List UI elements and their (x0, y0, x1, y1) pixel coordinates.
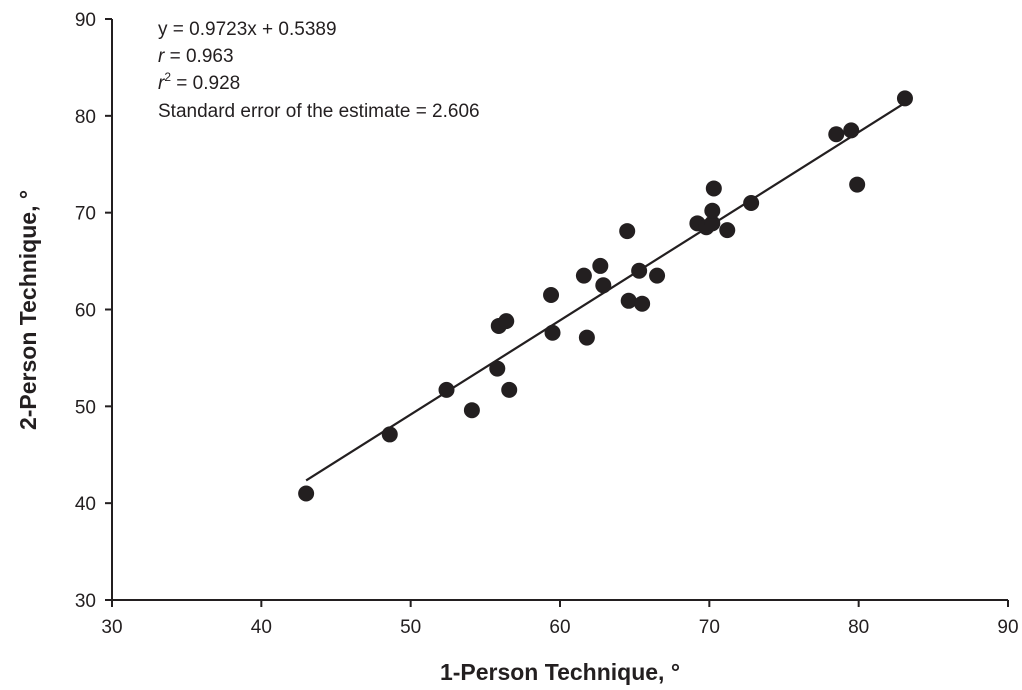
standard-error: Standard error of the estimate = 2.606 (158, 101, 480, 122)
data-point (595, 277, 612, 294)
x-tick-label: 80 (848, 617, 869, 638)
correlation-r: r = 0.963 (158, 46, 234, 67)
x-axis-title: 1-Person Technique, ° (440, 659, 680, 685)
x-tick-label: 90 (997, 617, 1018, 638)
r-symbol: r (158, 46, 165, 67)
y-axis: 30 40 50 60 70 80 90 (75, 10, 113, 612)
data-point (704, 202, 721, 219)
data-point (544, 324, 561, 341)
r-value: = 0.963 (164, 46, 233, 67)
r-squared: r2 = 0.928 (158, 70, 240, 94)
data-point (620, 292, 637, 309)
data-point (298, 485, 315, 502)
data-point (719, 222, 736, 239)
data-point (501, 381, 518, 398)
data-point (578, 329, 595, 346)
data-point (543, 286, 560, 303)
data-point (498, 313, 515, 330)
y-tick-label: 90 (75, 10, 96, 31)
y-tick-label: 50 (75, 397, 96, 418)
y-tick-label: 70 (75, 204, 96, 225)
data-point (896, 90, 913, 107)
data-point (649, 267, 666, 284)
x-axis: 30 40 50 60 70 80 90 (101, 599, 1019, 638)
y-tick-label: 30 (75, 591, 96, 612)
data-point (849, 176, 866, 193)
stats-annotation: y = 0.9723x + 0.5389 r = 0.963 r2 = 0.92… (158, 19, 480, 122)
data-point (463, 402, 480, 419)
regression-equation: y = 0.9723x + 0.5389 (158, 19, 337, 40)
x-tick-label: 60 (549, 617, 570, 638)
r2-symbol: r (158, 73, 165, 94)
y-axis-title: 2-Person Technique, ° (15, 190, 41, 430)
data-point (631, 262, 648, 279)
x-tick-label: 50 (400, 617, 421, 638)
x-tick-label: 30 (101, 617, 122, 638)
data-point (619, 223, 636, 240)
r2-superscript: 2 (164, 70, 171, 84)
x-tick-label: 40 (251, 617, 272, 638)
data-point (381, 426, 398, 443)
y-tick-label: 60 (75, 301, 96, 322)
data-point (634, 295, 651, 312)
data-points (298, 90, 913, 502)
data-point (489, 360, 506, 377)
data-point (743, 194, 760, 211)
data-point (438, 381, 455, 398)
r2-value: = 0.928 (171, 73, 240, 94)
data-point (705, 180, 722, 197)
data-point (704, 215, 721, 232)
x-tick-label: 70 (699, 617, 720, 638)
data-point (592, 257, 609, 274)
data-point (843, 122, 860, 139)
y-tick-label: 40 (75, 494, 96, 515)
data-point (828, 126, 845, 143)
y-tick-label: 80 (75, 107, 96, 128)
data-point (575, 267, 592, 284)
